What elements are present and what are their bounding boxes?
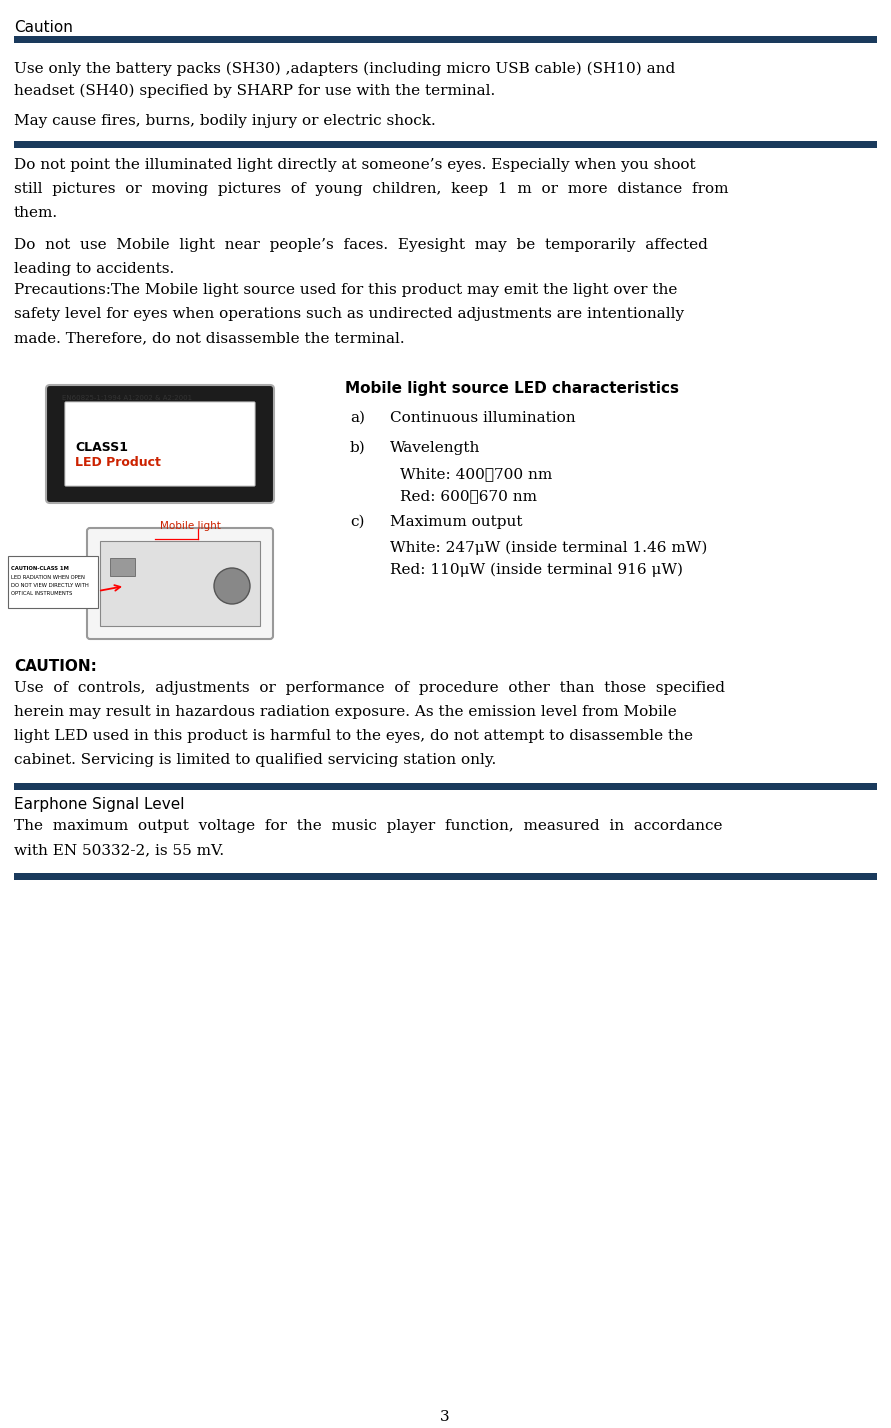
Text: White: 400‧700 nm: White: 400‧700 nm: [400, 467, 552, 481]
Text: Precautions:The Mobile light source used for this product may emit the light ove: Precautions:The Mobile light source used…: [14, 283, 677, 297]
Text: White: 247μW (inside terminal 1.46 mW): White: 247μW (inside terminal 1.46 mW): [390, 541, 707, 555]
Text: c): c): [350, 516, 364, 528]
Text: The  maximum  output  voltage  for  the  music  player  function,  measured  in : The maximum output voltage for the music…: [14, 820, 723, 833]
Text: leading to accidents.: leading to accidents.: [14, 261, 175, 276]
Text: LED RADIATION WHEN OPEN: LED RADIATION WHEN OPEN: [11, 575, 85, 580]
Bar: [8, 555, 98, 608]
Text: cabinet. Servicing is limited to qualified servicing station only.: cabinet. Servicing is limited to qualifi…: [14, 753, 496, 767]
Text: Maximum output: Maximum output: [390, 516, 522, 528]
Bar: [14, 873, 877, 880]
Bar: [14, 36, 877, 43]
Text: still  pictures  or  moving  pictures  of  young  children,  keep  1  m  or  mor: still pictures or moving pictures of you…: [14, 181, 729, 196]
Text: CAUTION:: CAUTION:: [14, 658, 97, 674]
FancyBboxPatch shape: [65, 403, 255, 486]
Text: OPTICAL INSTRUMENTS: OPTICAL INSTRUMENTS: [11, 591, 72, 595]
Text: Red: 110μW (inside terminal 916 μW): Red: 110μW (inside terminal 916 μW): [390, 563, 683, 577]
Text: light LED used in this product is harmful to the eyes, do not attempt to disasse: light LED used in this product is harmfu…: [14, 730, 693, 743]
Text: LED Product: LED Product: [75, 456, 161, 468]
Text: May cause fires, burns, bodily injury or electric shock.: May cause fires, burns, bodily injury or…: [14, 114, 436, 129]
FancyBboxPatch shape: [87, 528, 273, 638]
FancyBboxPatch shape: [46, 386, 274, 503]
Text: CLASS1: CLASS1: [75, 441, 128, 454]
Text: b): b): [350, 441, 365, 456]
Text: Wavelength: Wavelength: [390, 441, 480, 456]
Text: DO NOT VIEW DIRECTLY WITH: DO NOT VIEW DIRECTLY WITH: [11, 583, 89, 588]
Text: them.: them.: [14, 206, 58, 220]
Text: a): a): [350, 411, 365, 426]
Text: Mobile light source LED characteristics: Mobile light source LED characteristics: [345, 381, 679, 396]
Text: Use  of  controls,  adjustments  or  performance  of  procedure  other  than  th: Use of controls, adjustments or performa…: [14, 681, 725, 695]
Text: Red: 600‧670 nm: Red: 600‧670 nm: [400, 488, 537, 503]
Text: CAUTION-CLASS 1M: CAUTION-CLASS 1M: [11, 565, 69, 571]
Text: herein may result in hazardous radiation exposure. As the emission level from Mo: herein may result in hazardous radiation…: [14, 705, 677, 720]
Text: safety level for eyes when operations such as undirected adjustments are intenti: safety level for eyes when operations su…: [14, 307, 684, 321]
Text: 3: 3: [440, 1409, 450, 1424]
Text: Continuous illumination: Continuous illumination: [390, 411, 576, 426]
Text: with EN 50332-2, is 55 mV.: with EN 50332-2, is 55 mV.: [14, 843, 225, 857]
Text: Caution: Caution: [14, 20, 73, 36]
Text: Earphone Signal Level: Earphone Signal Level: [14, 797, 184, 813]
Text: Do  not  use  Mobile  light  near  people’s  faces.  Eyesight  may  be  temporar: Do not use Mobile light near people’s fa…: [14, 238, 707, 251]
Bar: [100, 541, 260, 625]
Bar: [14, 783, 877, 790]
Text: headset (SH40) specified by SHARP for use with the terminal.: headset (SH40) specified by SHARP for us…: [14, 84, 495, 99]
Bar: [110, 558, 135, 575]
Text: Do not point the illuminated light directly at someone’s eyes. Especially when y: Do not point the illuminated light direc…: [14, 159, 696, 171]
Text: made. Therefore, do not disassemble the terminal.: made. Therefore, do not disassemble the …: [14, 331, 405, 346]
Text: Mobile light: Mobile light: [160, 521, 221, 531]
Text: Use only the battery packs (SH30) ,adapters (including micro USB cable) (SH10) a: Use only the battery packs (SH30) ,adapt…: [14, 61, 675, 76]
Circle shape: [214, 568, 250, 604]
Bar: [14, 141, 877, 149]
Text: EN60825-1:1994 A1:2002 & A2:2001: EN60825-1:1994 A1:2002 & A2:2001: [62, 396, 192, 401]
